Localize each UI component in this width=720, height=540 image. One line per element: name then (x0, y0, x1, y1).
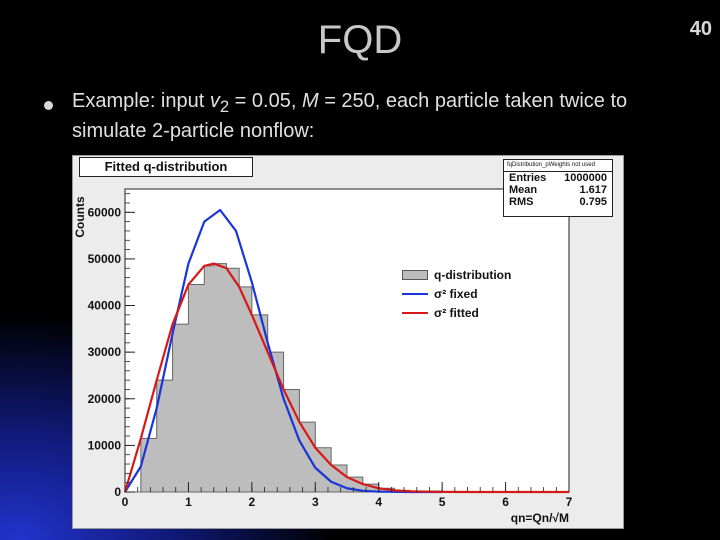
stats-header: fqDistribution_pWeights not used (504, 160, 612, 172)
legend-item-q-distribution: q-distribution (402, 265, 542, 284)
y-tick-label: 50000 (88, 252, 122, 266)
y-tick-label: 10000 (88, 438, 122, 452)
y-tick-label: 40000 (88, 299, 122, 313)
stats-value: 1000000 (564, 172, 607, 184)
y-tick-label: 30000 (88, 345, 122, 359)
legend-item-sigma-fixed: σ² fixed (402, 284, 542, 303)
legend-label: σ² fitted (434, 305, 479, 320)
legend-label: q-distribution (434, 267, 512, 282)
stats-value: 0.795 (579, 196, 607, 208)
x-tick-label: 0 (122, 495, 129, 509)
stats-value: 1.617 (579, 184, 607, 196)
bullet-prefix: Example: input (72, 90, 210, 112)
x-tick-label: 4 (375, 495, 382, 509)
legend: q-distribution σ² fixed σ² fitted (402, 265, 542, 322)
series-line-sigma-fixed (124, 208, 443, 494)
bullet-rest: = 250, each particle taken twice to simu… (72, 90, 628, 142)
x-tick-label: 5 (439, 495, 446, 509)
legend-label: σ² fixed (434, 286, 478, 301)
bullet-dot-icon (44, 101, 53, 110)
stats-key: Entries (509, 172, 547, 184)
bullet-var-m: M (301, 90, 319, 112)
chart-title: Fitted q-distribution (79, 157, 253, 177)
stats-box: fqDistribution_pWeights not used Entries… (503, 159, 613, 217)
bullet-var-v: v (209, 90, 220, 112)
x-tick-label: 1 (185, 495, 192, 509)
stats-row: Mean 1.617 (504, 184, 612, 196)
stats-row: RMS 0.795 (504, 196, 612, 208)
legend-swatch-fill (402, 269, 428, 280)
chart: 0 1 2 3 4 5 6 7 0 10000 20000 30000 40000 50000 60000C… (73, 188, 573, 525)
y-tick-label: 20000 (88, 392, 122, 406)
x-axis-label: qn=Qn/√M (511, 511, 569, 525)
series-line-sigma-fitted (123, 262, 569, 494)
stats-key: Mean (509, 184, 538, 196)
y-tick-label: 0 (114, 485, 121, 499)
legend-item-sigma-fitted: σ² fitted (402, 303, 542, 322)
x-tick-label: 6 (502, 495, 509, 509)
legend-swatch-blue (402, 292, 428, 295)
y-axis-label: Counts (73, 196, 87, 238)
bullet-text: Example: input v2 = 0.05, M = 250, each … (72, 89, 692, 144)
x-tick-label: 3 (312, 495, 319, 509)
x-tick-label: 2 (249, 495, 256, 509)
bullet-sub: 2 (219, 97, 230, 116)
bullet-mid: = 0.05, (229, 90, 302, 112)
stats-row: Entries 1000000 (504, 172, 612, 184)
x-tick-label: 7 (566, 495, 573, 509)
y-tick-label: 60000 (88, 205, 122, 219)
stats-key: RMS (509, 196, 534, 208)
page-number: 40 (689, 18, 712, 40)
slide-title: FQD (317, 18, 403, 62)
legend-swatch-red (402, 311, 428, 314)
